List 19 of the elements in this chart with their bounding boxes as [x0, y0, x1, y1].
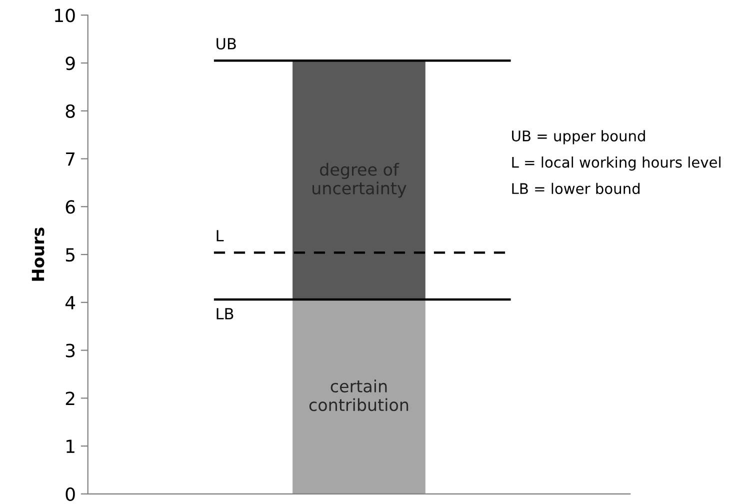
annotation: UB = upper bound — [512, 130, 645, 144]
y-tick-label: 1 — [66, 440, 74, 453]
y-tick-label: 9 — [66, 56, 75, 70]
y-tick-label: 5 — [66, 248, 74, 262]
y-tick-label: 10 — [55, 8, 75, 22]
y-tick-label: 4 — [65, 296, 76, 310]
y-tick-label: 6 — [66, 200, 75, 214]
y-tick-label: 0 — [66, 487, 75, 502]
annotation: L = local working hours level — [512, 156, 720, 171]
y-tick-label: 7 — [66, 152, 75, 166]
ref-line-label: L — [216, 230, 224, 242]
y-tick-label: 8 — [66, 104, 75, 118]
series-label: certain contribution — [309, 380, 408, 412]
ref-line-label: LB — [216, 308, 234, 320]
y-tick-label: 3 — [66, 344, 75, 358]
annotation: LB = lower bound — [512, 182, 640, 194]
y-tick-label: 2 — [66, 392, 74, 406]
y-axis-title: Hours — [32, 228, 44, 281]
ref-line-label: UB — [216, 38, 236, 50]
